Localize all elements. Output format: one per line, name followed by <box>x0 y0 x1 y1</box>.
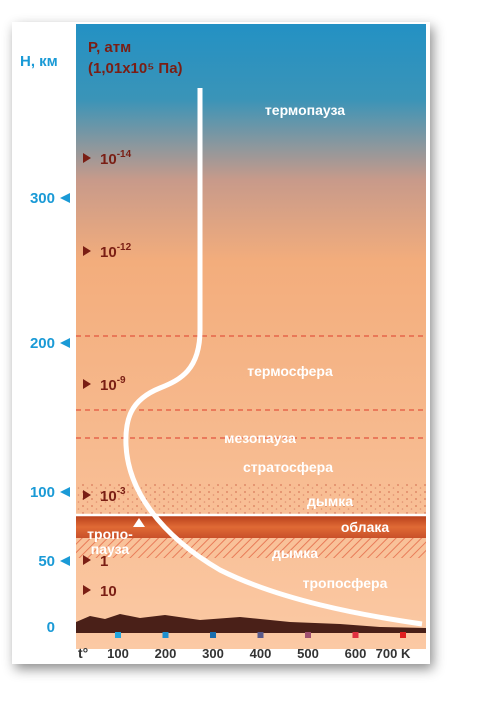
haze-upper <box>76 484 426 514</box>
pressure-base: 10 <box>100 377 117 394</box>
height-arrow <box>60 193 70 203</box>
layer-label: облака <box>341 519 390 535</box>
pressure-arrow <box>83 246 91 256</box>
layer-label: термосфера <box>247 363 333 379</box>
pressure-tick: 10-3 <box>100 486 126 505</box>
pressure-subtitle: (1,01x10⁵ Па) <box>88 60 183 77</box>
tropopause-marker <box>133 518 145 527</box>
pressure-base: 10 <box>100 488 117 505</box>
temperature-swatch <box>352 632 359 638</box>
height-tick: 0 <box>47 619 55 636</box>
temperature-tick: 700 K <box>376 646 411 661</box>
temperature-title: t° <box>78 645 88 661</box>
temperature-swatch <box>305 632 311 638</box>
layer-label: мезопауза <box>224 430 296 446</box>
layer-label: дымка <box>307 493 353 509</box>
temperature-tick: 200 <box>155 646 177 661</box>
layer-label: термопауза <box>265 102 345 118</box>
temperature-tick: 400 <box>250 646 272 661</box>
pressure-arrow <box>83 490 91 500</box>
pressure-title: P, атм <box>88 39 131 56</box>
pressure-base: 10 <box>100 583 117 600</box>
layer-label: пауза <box>91 541 130 557</box>
pressure-tick: 10-12 <box>100 242 132 261</box>
temperature-tick: 600 <box>345 646 367 661</box>
height-title: H, км <box>20 53 58 70</box>
pressure-exp: -3 <box>117 486 126 497</box>
pressure-exp: -9 <box>117 375 126 386</box>
pressure-exp: -12 <box>117 242 132 253</box>
temperature-curve <box>123 88 423 627</box>
height-arrow <box>60 338 70 348</box>
pressure-base: 1 <box>100 553 108 570</box>
pressure-tick: 10-9 <box>100 375 126 394</box>
pressure-tick: 10-14 <box>100 149 132 168</box>
layer-label: стратосфера <box>243 459 333 475</box>
pressure-base: 10 <box>100 151 117 168</box>
haze-lower <box>76 538 426 558</box>
pressure-tick: 1 <box>100 553 108 570</box>
temperature-swatch <box>115 632 121 638</box>
temperature-swatch <box>162 632 169 638</box>
clouds <box>76 516 426 538</box>
pressure-arrow <box>83 379 91 389</box>
height-arrow <box>60 487 70 497</box>
temperature-tick: 300 <box>202 646 224 661</box>
layer-label: дымка <box>272 545 318 561</box>
height-arrow <box>60 556 70 566</box>
surface <box>76 614 426 633</box>
height-tick: 200 <box>30 335 55 352</box>
pressure-arrow <box>83 153 91 163</box>
temperature-swatch <box>257 632 264 638</box>
pressure-tick: 10 <box>100 583 117 600</box>
height-tick: 50 <box>38 553 55 570</box>
pressure-exp: -14 <box>117 149 132 160</box>
height-tick: 100 <box>30 484 55 501</box>
pressure-base: 10 <box>100 244 117 261</box>
layer-label: тропосфера <box>303 575 388 591</box>
temperature-tick: 500 <box>297 646 319 661</box>
temperature-swatch <box>210 632 216 638</box>
layer-label: тропо- <box>87 526 133 542</box>
height-tick: 300 <box>30 190 55 207</box>
temperature-tick: 100 <box>107 646 129 661</box>
pressure-arrow <box>83 555 91 565</box>
pressure-arrow <box>83 585 91 595</box>
temperature-swatch <box>400 632 406 638</box>
